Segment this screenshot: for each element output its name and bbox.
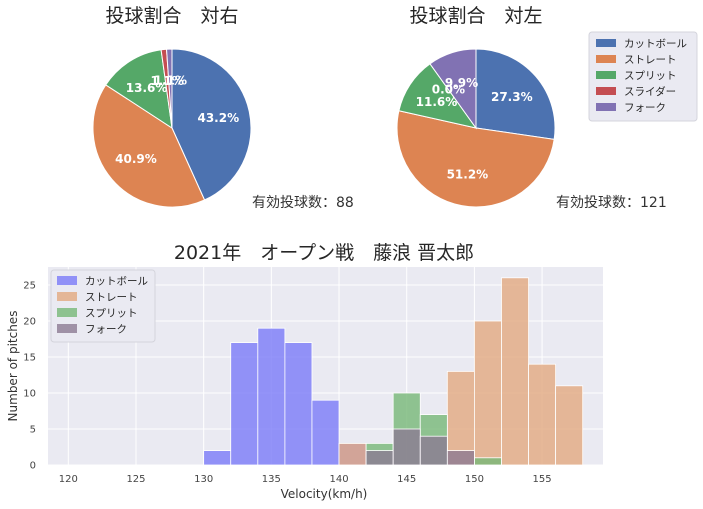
pie2-pct-label-1: 51.2%	[447, 168, 489, 182]
pie-legend-label-2: スプリット	[624, 70, 677, 82]
pie-chart-vs-left: 投球割合 対左 27.3% 51.2% 11.6%0.0%9.9% 有効投球数：12…	[396, 5, 667, 211]
hist-legend-label-3: フォーク	[85, 324, 127, 336]
pie-legend-swatch-2	[596, 71, 616, 79]
pie2-title: 投球割合 対左	[409, 5, 542, 27]
pie1-count-label: 有効投球数：88	[252, 195, 354, 211]
hist-legend-swatch-3	[57, 324, 77, 333]
pie2-slice-4	[429, 48, 477, 130]
pie-legend-frame	[588, 31, 698, 122]
hist-x-tick-2: 130	[194, 474, 213, 485]
hist-x-tick-6: 150	[465, 474, 484, 485]
hist-bar-s1-b1	[446, 370, 475, 466]
hist-bar-s3-b0	[365, 450, 394, 466]
hist-y-axis-label: Number of pitches	[6, 311, 20, 422]
hist-legend-label-1: ストレート	[85, 292, 138, 304]
hist-bar-s1-b2	[473, 320, 502, 466]
pie-legend-swatch-4	[596, 103, 616, 111]
pie2-pct-label-3: 0.0%	[432, 83, 465, 97]
pie-legend-label-4: フォーク	[624, 102, 666, 114]
hist-legend-label-0: カットボール	[85, 276, 148, 288]
pie2-pct-label-2: 11.6%	[416, 95, 458, 109]
hist-x-tick-1: 125	[126, 474, 145, 485]
pie1-pct-label-0: 43.2%	[197, 111, 239, 125]
histogram-chart: 2021年 オープン戦 藤浪 晋太郎 120 125 130 135 140 145 150…	[6, 242, 603, 501]
pie1-pct-label-3: 1.1%	[150, 74, 183, 88]
hist-bar-s1-b0	[338, 442, 367, 466]
hist-bar-s1-b3	[501, 277, 529, 466]
pie1-slice-4	[166, 48, 173, 129]
hist-legend-swatch-0	[57, 276, 77, 285]
pie1-title: 投球割合 対右	[105, 5, 238, 27]
hist-legend-swatch-2	[57, 308, 77, 317]
hist-x-tick-7: 155	[533, 474, 552, 485]
pie1-slice-0	[171, 48, 252, 201]
hist-y-tick-0: 0	[30, 461, 36, 472]
hist-title: 2021年 オープン戦 藤浪 晋太郎	[174, 242, 474, 264]
pie1-pct-label-1: 40.9%	[115, 152, 157, 166]
pie1-slice-2	[105, 49, 173, 130]
pie-chart-vs-right: 投球割合 対右 43.2% 40.9% 13.6%1.1%1.1% 有効投球数：88	[92, 5, 354, 211]
pie-legend-label-0: カットボール	[624, 38, 687, 50]
hist-x-tick-4: 140	[329, 474, 348, 485]
hist-x-axis-label: Velocity(km/h)	[281, 487, 368, 501]
hist-bar-s3-b3	[446, 450, 475, 466]
pie-legend-swatch-1	[596, 55, 616, 63]
hist-x-tick-3: 135	[262, 474, 281, 485]
pie-legend-label-1: ストレート	[624, 54, 677, 66]
pie2-pct-label-0: 27.3%	[491, 90, 533, 104]
pie-legend-swatch-0	[596, 39, 616, 47]
hist-bar-s0-b4	[311, 399, 340, 466]
hist-bar-s1-b5	[555, 385, 584, 466]
hist-bar-s1-b4	[528, 363, 557, 466]
hist-bar-s0-b0	[203, 450, 232, 466]
pie-legend-swatch-3	[596, 87, 616, 95]
pie2-pct-label-4: 9.9%	[445, 76, 478, 90]
pie2-slice-0	[475, 48, 556, 140]
pie1-slice-1	[92, 84, 206, 208]
hist-x-tick-0: 120	[59, 474, 78, 485]
hist-y-tick-5: 25	[23, 281, 36, 292]
hist-legend-label-2: スプリット	[85, 308, 138, 320]
hist-bar-s2-b3	[473, 457, 502, 466]
pie1-pct-label-4: 1.1%	[154, 74, 187, 88]
hist-y-tick-3: 15	[23, 353, 36, 364]
hist-bar-s3-b1	[392, 428, 421, 466]
hist-y-tick-4: 20	[23, 317, 36, 328]
hist-x-tick-5: 145	[397, 474, 416, 485]
pie2-count-label: 有効投球数：121	[556, 195, 667, 211]
hist-bar-s0-b1	[230, 342, 259, 466]
pie1-pct-label-2: 13.6%	[126, 81, 168, 95]
hist-bar-s0-b2	[257, 327, 286, 466]
hist-y-tick-1: 5	[30, 425, 36, 436]
hist-legend-swatch-1	[57, 292, 77, 301]
hist-bar-s0-b3	[284, 342, 313, 466]
hist-y-tick-2: 10	[23, 389, 36, 400]
pie-legend-label-3: スライダー	[624, 85, 676, 98]
pie2-slice-1	[396, 110, 555, 208]
hist-bar-s3-b2	[419, 435, 448, 466]
